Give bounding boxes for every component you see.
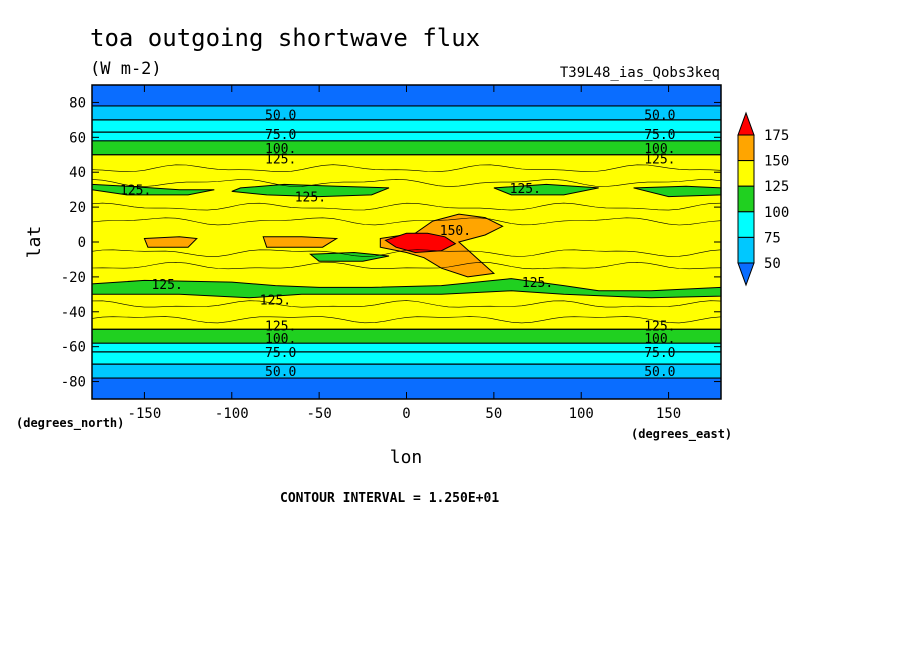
colorbar-label: 175 (764, 128, 789, 144)
contour-label: 125. (510, 182, 541, 197)
x-tick-label: -50 (306, 406, 331, 422)
zonal-band-9 (92, 364, 721, 379)
contour-lines (92, 105, 721, 379)
y-axis-label: lat (24, 226, 45, 259)
x-tick-label: 100 (569, 406, 594, 422)
region-100-1 (231, 183, 390, 198)
contour-label: 50.0 (644, 365, 675, 380)
contour-label: 125. (151, 278, 182, 293)
x-tick-label: 50 (485, 406, 502, 422)
zonal-band-2 (92, 119, 721, 133)
zonal-band-4 (92, 140, 721, 155)
contour-label: 100. (644, 332, 675, 347)
contour-label: 125. (522, 276, 553, 291)
colorbar-arrow-top (737, 111, 755, 136)
y-tick-label: 0 (78, 235, 86, 251)
x-tick-label: 150 (656, 406, 681, 422)
region-175-9 (384, 232, 457, 254)
contour-label: 50.0 (644, 109, 675, 124)
colorbar-arrow-bottom (737, 262, 755, 287)
colorbar-segment (737, 160, 755, 187)
contour-line-minor (92, 249, 721, 257)
contour-label: 125. (295, 191, 326, 206)
x-tick-label: -100 (215, 406, 249, 422)
colorbar-segment (737, 185, 755, 213)
y-tick-label: 40 (69, 165, 86, 181)
y-tick-label: 60 (69, 130, 86, 146)
colorbar-segment (737, 236, 755, 264)
zonal-band-1 (92, 105, 721, 120)
x-axis-units: (degrees_east) (631, 427, 732, 442)
contour-label: 75.0 (644, 346, 675, 361)
region-100-4 (309, 251, 390, 262)
zonal-band-6 (92, 329, 721, 344)
colorbar-label: 100 (764, 205, 789, 221)
contour-line-minor (92, 316, 721, 324)
y-axis: 80 60 40 20 0 -20 -40 -60 -80 (61, 95, 721, 391)
y-tick-label: -80 (61, 375, 86, 391)
dataset-label: T39L48_ias_Qobs3keq (560, 65, 720, 81)
contour-label: 50.0 (265, 365, 296, 380)
contour-label: 75.0 (644, 128, 675, 143)
x-axis: -150 -100 -50 0 50 100 150 (128, 85, 681, 422)
contour-line-minor (92, 217, 721, 226)
zonal-band-0 (92, 85, 721, 106)
colorbar: 175 150 125 100 75 50 (737, 111, 789, 287)
y-tick-label: -40 (61, 305, 86, 321)
contour-line-minor (92, 261, 721, 270)
contour-label: 125. (644, 320, 675, 335)
y-tick-label: 20 (69, 200, 86, 216)
colorbar-segment (737, 211, 755, 238)
contour-line-minor (92, 179, 721, 187)
zonal-band-10 (92, 378, 721, 399)
contour-label: 50.0 (265, 109, 296, 124)
region-100-0 (92, 183, 215, 196)
zonal-band-8 (92, 351, 721, 365)
contour-label: 100. (265, 332, 296, 347)
contour-label: 125. (265, 320, 296, 335)
filled-regions (92, 183, 721, 299)
chart-units: (W m-2) (90, 59, 162, 79)
colorbar-label: 50 (764, 256, 781, 272)
region-100-5 (92, 278, 721, 299)
y-tick-label: -60 (61, 340, 86, 356)
y-tick-label: 80 (69, 95, 86, 111)
colorbar-label: 125 (764, 179, 789, 195)
colorbar-segment (737, 134, 755, 162)
contour-label: 100. (644, 142, 675, 157)
colorbar-label: 75 (764, 230, 781, 246)
contour-label: 100. (265, 142, 296, 157)
x-tick-label: 0 (402, 406, 410, 422)
contour-line-minor (92, 164, 721, 173)
y-tick-label: -20 (61, 270, 86, 286)
contour-label: 75.0 (265, 128, 296, 143)
contour-label: 125. (644, 152, 675, 167)
contour-label: 75.0 (265, 346, 296, 361)
chart-title: toa outgoing shortwave flux (90, 24, 480, 52)
y-axis-units: (degrees_north) (16, 416, 124, 431)
region-150-6 (143, 236, 198, 248)
region-150-7 (262, 236, 339, 248)
contour-interval: CONTOUR INTERVAL = 1.250E+01 (280, 491, 499, 506)
x-axis-label: lon (390, 447, 423, 468)
colorbar-label: 150 (764, 154, 789, 170)
x-tick-label: -150 (128, 406, 162, 422)
zonal-band-7 (92, 343, 721, 352)
contour-label: 125. (260, 294, 291, 309)
region-100-3 (633, 185, 721, 198)
zonal-band-3 (92, 132, 721, 141)
contour-line-minor (92, 300, 721, 308)
contour-label: 125. (120, 184, 151, 199)
contour-line-minor (92, 202, 721, 211)
contour-label: 125. (265, 152, 296, 167)
contour-label: 150. (440, 224, 471, 239)
region-100-2 (493, 183, 599, 196)
